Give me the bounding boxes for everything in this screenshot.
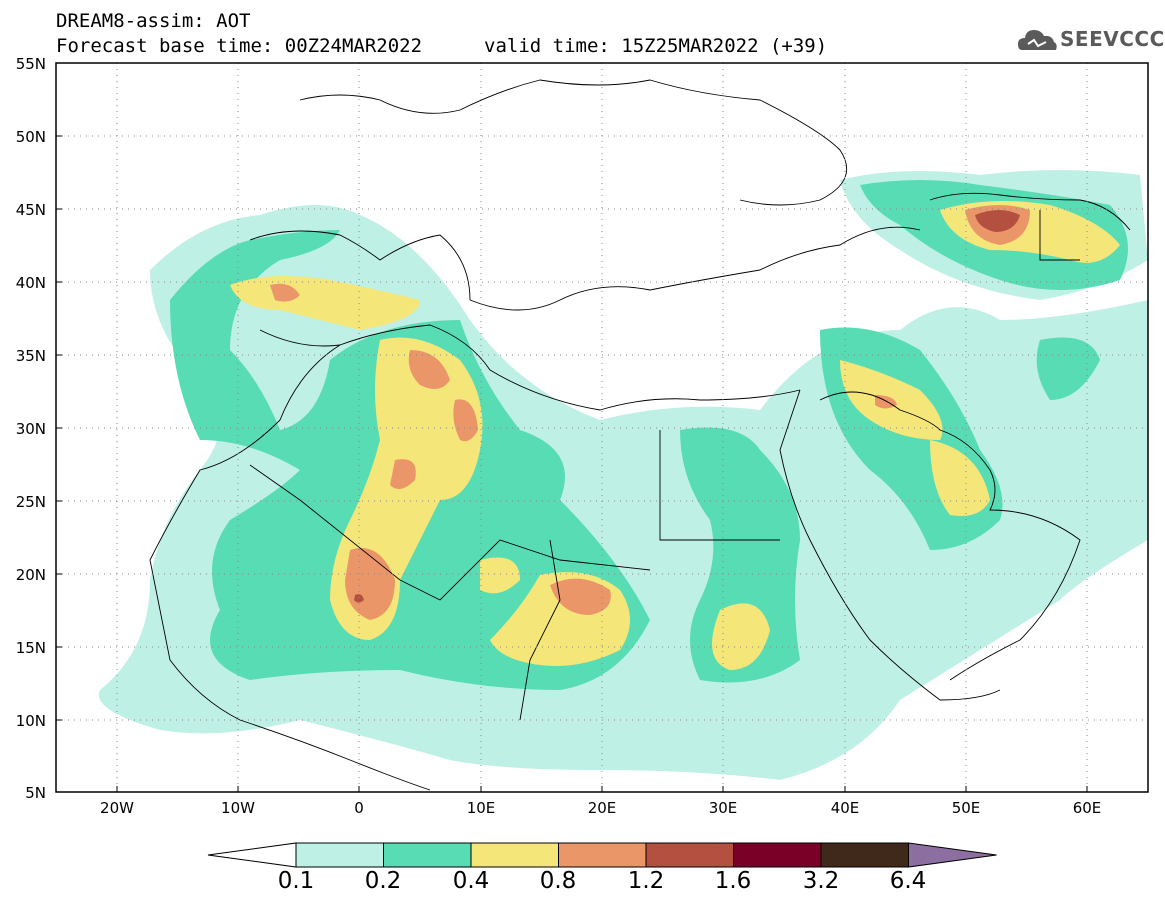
lat-label: 5N	[25, 784, 46, 802]
colorbar-label: 0.1	[277, 868, 315, 894]
lon-label: 40E	[830, 799, 860, 817]
colorbar-arrow-high	[908, 842, 997, 868]
lat-label: 30N	[15, 420, 46, 438]
lat-label: 10N	[15, 712, 46, 730]
coastlines	[149, 79, 1131, 791]
colorbar-swatch	[733, 842, 822, 868]
colorbar-swatch	[383, 842, 472, 868]
lat-label: 35N	[15, 347, 46, 365]
product-title: DREAM8-assim: AOT	[56, 10, 251, 32]
colorbar-label: 0.4	[452, 868, 490, 894]
colorbar-swatch	[558, 842, 647, 868]
lon-label: 10E	[466, 799, 496, 817]
lat-label: 55N	[15, 55, 46, 73]
cloud-logo-icon	[1018, 30, 1057, 50]
colorbar-swatch	[470, 842, 559, 868]
colorbar-label: 6.4	[889, 868, 927, 894]
colorbar-swatch	[645, 842, 734, 868]
valid-time: valid time: 15Z25MAR2022 (+39)	[484, 35, 828, 57]
logo-text: SEEVCCC	[1060, 27, 1165, 51]
lat-label: 45N	[15, 201, 46, 219]
base-time: Forecast base time: 00Z24MAR2022	[56, 35, 423, 57]
lon-label: 20W	[100, 799, 134, 817]
colorbar-label: 1.6	[714, 868, 752, 894]
colorbar-swatch	[820, 842, 909, 868]
lat-label: 15N	[15, 639, 46, 657]
colorbar-label: 0.2	[364, 868, 402, 894]
colorbar-swatch	[295, 842, 384, 868]
lon-label: 20E	[587, 799, 617, 817]
aot-contours	[98, 170, 1148, 780]
lon-label: 0	[354, 799, 364, 817]
lon-label: 30E	[708, 799, 738, 817]
lat-label: 50N	[15, 128, 46, 146]
lat-label: 20N	[15, 566, 46, 584]
lon-label: 60E	[1072, 799, 1102, 817]
colorbar-label: 1.2	[627, 868, 665, 894]
lat-label: 25N	[15, 493, 46, 511]
colorbar-arrow-low	[207, 842, 297, 868]
lon-label: 10W	[221, 799, 255, 817]
colorbar-label: 0.8	[539, 868, 577, 894]
lon-label: 50E	[951, 799, 981, 817]
axis-ticks	[56, 62, 1088, 792]
colorbar-label: 3.2	[802, 868, 840, 894]
lat-label: 40N	[15, 274, 46, 292]
graticule	[56, 63, 1148, 792]
